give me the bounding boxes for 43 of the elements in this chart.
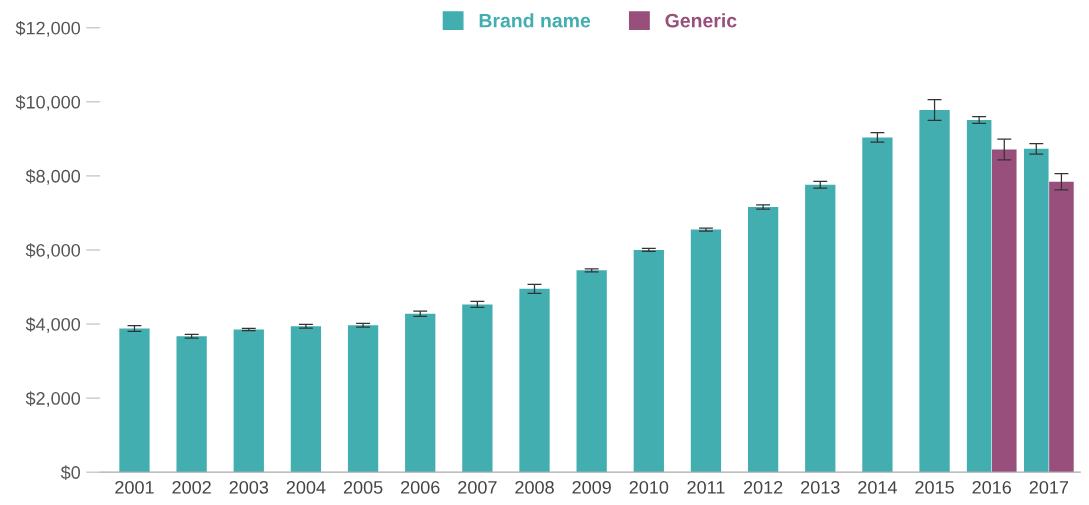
x-tick-label: 2004: [286, 480, 326, 494]
x-tick-label: 2005: [343, 480, 383, 494]
x-tick-label: 2017: [1029, 480, 1069, 494]
x-tick-label: 2006: [401, 480, 440, 494]
legend-label: Generic: [665, 13, 737, 28]
bar: [290, 326, 322, 473]
x-tick-label: 2013: [801, 480, 840, 494]
y-tick-label: $0: [60, 465, 81, 480]
bar: [919, 109, 950, 473]
y-tick-label: $12,000: [15, 20, 81, 37]
bar: [347, 325, 379, 473]
bar: [233, 329, 264, 473]
bar: [805, 184, 836, 473]
legend-label: Brand name: [479, 13, 591, 28]
x-tick-label: 2007: [458, 480, 497, 494]
bar: [862, 137, 893, 473]
x-tick-label: 2010: [629, 480, 669, 494]
x-tick-label: 2001: [115, 480, 154, 494]
x-tick-label: 2014: [858, 480, 897, 494]
bar: [462, 304, 493, 473]
bar: [747, 207, 779, 473]
x-tick-label: 2016: [972, 480, 1011, 494]
bar: [633, 249, 664, 473]
y-tick-label: $10,000: [15, 95, 81, 111]
bar: [690, 229, 722, 473]
bar: [176, 336, 207, 473]
x-tick-label: 2003: [229, 480, 269, 494]
y-tick-label: $2,000: [25, 391, 81, 407]
bar: [576, 270, 607, 473]
x-tick-label: 2012: [743, 480, 783, 494]
bar: [119, 328, 150, 473]
bar: [1049, 181, 1074, 473]
x-tick-label: 2015: [915, 480, 954, 494]
bar: [991, 149, 1017, 473]
y-tick-label: $6,000: [25, 243, 81, 259]
x-tick-label: 2008: [515, 480, 554, 494]
x-tick-label: 2002: [172, 480, 211, 494]
y-tick-label: $4,000: [25, 317, 81, 333]
bar: [519, 288, 550, 473]
bar: [405, 313, 436, 473]
x-tick-label: 2009: [572, 480, 611, 494]
y-tick-label: $8,000: [25, 169, 81, 185]
x-tick-label: 2011: [687, 480, 725, 494]
